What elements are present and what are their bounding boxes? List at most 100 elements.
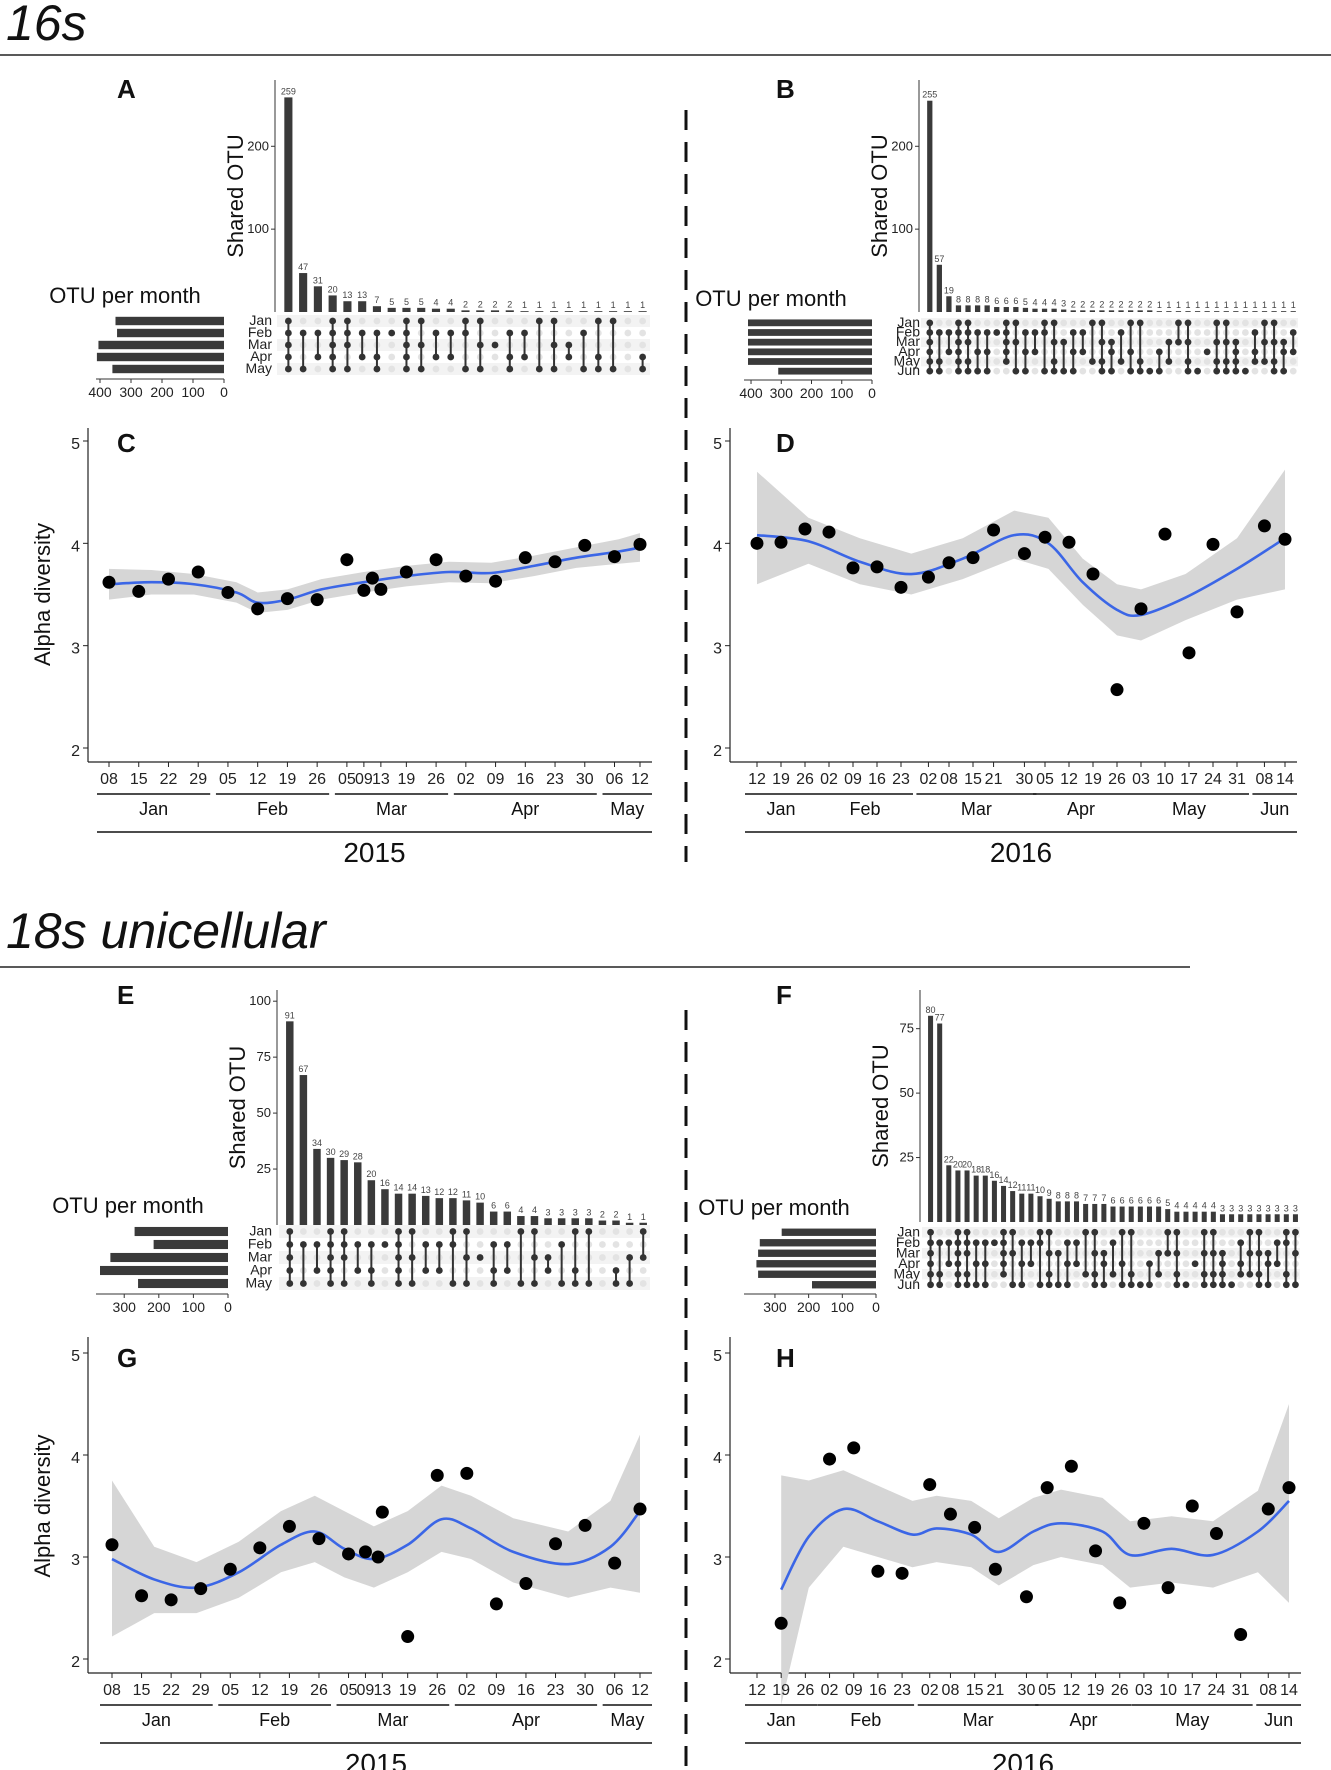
intersection-bar-label: 1	[1252, 300, 1257, 310]
set-size-bar	[759, 1239, 876, 1247]
matrix-dot-off	[1165, 367, 1173, 375]
data-point	[846, 561, 860, 575]
intersection-bar-label: 1	[537, 300, 542, 310]
intersection-bar-label: 1	[627, 1212, 632, 1222]
matrix-dot-off	[983, 319, 991, 327]
set-name-apr: Apr	[250, 348, 272, 364]
x-tick-label: 02	[821, 1682, 839, 1699]
intersection-bar	[1055, 1201, 1061, 1222]
matrix-dot-off	[1273, 1270, 1281, 1278]
data-point	[1234, 1628, 1248, 1642]
x-tick-label: 26	[1111, 1682, 1129, 1699]
data-point	[365, 571, 379, 585]
intersection-bar	[1261, 311, 1268, 312]
intersection-bar	[1290, 311, 1296, 312]
data-point	[921, 570, 935, 584]
x-tick-label: 23	[893, 1682, 911, 1699]
intersection-bar-label: 8	[1056, 1190, 1061, 1200]
intersection-bar	[638, 311, 647, 312]
y-tick-label: 200	[247, 138, 269, 153]
matrix-dot-off	[1264, 1239, 1272, 1247]
set-name-jan: Jan	[897, 1223, 920, 1239]
intersection-bar-label: 1	[611, 300, 616, 310]
y-tick-label: 3	[71, 1552, 80, 1569]
matrix-dot-off	[1273, 1228, 1281, 1236]
matrix-dot-off	[1060, 329, 1068, 336]
matrix-dot-off	[945, 1270, 953, 1278]
intersection-bar-label: 2	[1109, 299, 1114, 309]
matrix-dot-off	[1018, 1228, 1026, 1236]
matrix-dot-off	[993, 348, 1001, 356]
panel-letter-A: A	[117, 74, 136, 104]
matrix-dot-off	[1073, 1228, 1080, 1236]
intersection-bar-label: 1	[1233, 300, 1238, 310]
data-point	[942, 556, 956, 570]
intersection-bar-label: 1	[581, 300, 586, 310]
matrix-dot-off	[491, 329, 499, 337]
intersection-bar-label: 12	[1008, 1180, 1018, 1190]
matrix-dot-off	[1063, 1228, 1071, 1236]
intersection-bar-label: 3	[1061, 299, 1066, 309]
matrix-dot-off	[381, 1280, 389, 1287]
matrix-dot-off	[1155, 329, 1163, 336]
matrix-dot-off	[1079, 319, 1087, 327]
matrix-dot-off	[1242, 329, 1249, 336]
y-tick-label: 3	[71, 641, 80, 658]
intersection-bar	[1046, 1198, 1052, 1222]
intersection-bar	[965, 305, 971, 312]
intersection-bar	[461, 310, 470, 312]
matrix-dot-off	[1146, 358, 1154, 365]
matrix-dot-off	[639, 329, 647, 337]
intersection-bar	[1101, 1203, 1107, 1222]
matrix-dot-on	[381, 1241, 389, 1248]
set-name-feb: Feb	[896, 324, 920, 340]
intersection-bar	[1271, 311, 1277, 312]
intersection-bar	[1292, 1214, 1298, 1222]
intersection-bar	[1183, 1211, 1189, 1222]
intersection-bar-label: 14	[394, 1183, 404, 1193]
data-point	[191, 565, 205, 579]
data-point	[548, 555, 562, 569]
set-name-apr: Apr	[250, 1262, 272, 1278]
x-tick-label: 15	[966, 1682, 984, 1699]
x-tick-label: 22	[160, 771, 178, 788]
matrix-dot-off	[1232, 329, 1240, 336]
set-name-jun: Jun	[897, 362, 920, 378]
data-point	[578, 1518, 592, 1532]
intersection-bar-label: 1	[1281, 300, 1286, 310]
intersection-bar-label: 1	[1157, 300, 1162, 310]
data-point	[253, 1541, 267, 1555]
panel-letter-D: D	[776, 428, 795, 458]
set-tick-label: 0	[868, 385, 876, 401]
matrix-dot-off	[1175, 358, 1182, 365]
intersection-bar	[609, 311, 618, 312]
intersection-bar-label: 3	[1247, 1203, 1252, 1213]
intersection-bar-label: 22	[944, 1154, 954, 1164]
x-tick-label: 05	[221, 1682, 239, 1699]
intersection-bar-label: 11	[462, 1189, 471, 1199]
y-tick-label: 100	[891, 221, 913, 236]
intersection-bar	[1283, 1214, 1289, 1222]
intersection-bar-label: 7	[374, 295, 379, 305]
panel-letter-E: E	[117, 980, 134, 1010]
otu-per-month-title: OTU per month	[698, 1195, 850, 1220]
x-tick-label: 16	[868, 771, 886, 788]
intersection-bar	[1137, 1206, 1143, 1222]
matrix-dot-off	[1031, 358, 1039, 365]
matrix-dot-off	[1182, 1228, 1190, 1236]
set-name-jun: Jun	[897, 1276, 920, 1292]
intersection-bar-label: 11	[1026, 1183, 1035, 1193]
intersection-bar	[1185, 311, 1191, 312]
set-size-bar	[98, 340, 224, 350]
data-point	[282, 1519, 296, 1533]
x-tick-label: 19	[279, 771, 297, 788]
matrix-dot-off	[1242, 338, 1249, 346]
matrix-dot-off	[626, 1228, 634, 1235]
intersection-bar	[505, 310, 514, 312]
intersection-bar	[535, 311, 544, 312]
intersection-bar-label: 6	[1013, 296, 1018, 306]
intersection-bar	[1064, 1201, 1070, 1222]
data-point	[1278, 532, 1292, 546]
intersection-bar	[1204, 311, 1210, 312]
